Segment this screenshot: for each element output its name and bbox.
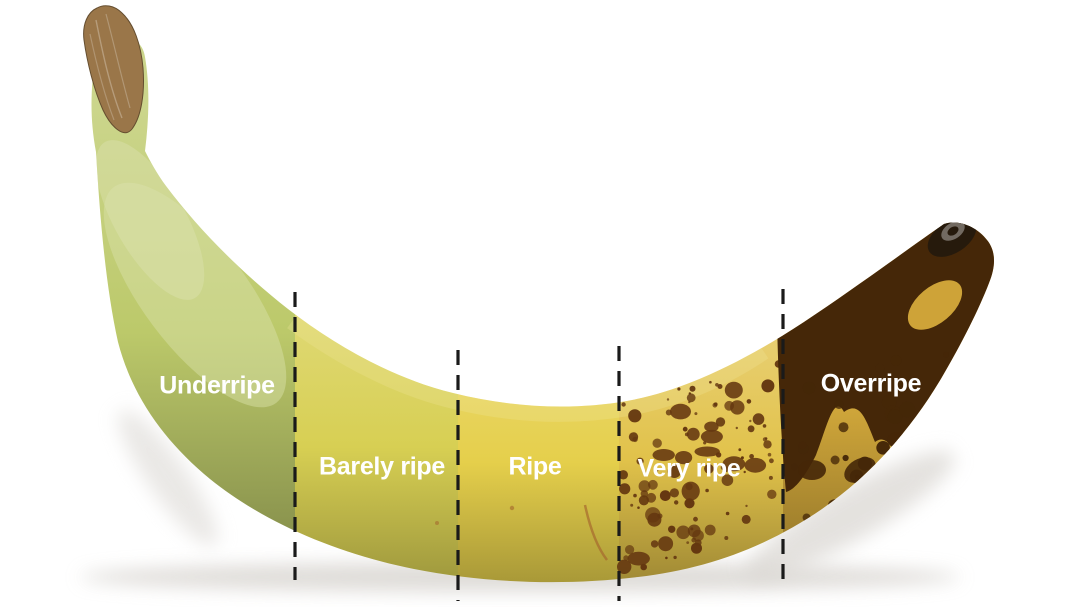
blossom-end <box>927 217 977 257</box>
stage-label-ripe: Ripe <box>508 452 562 481</box>
stage-segment-veryripe <box>619 36 783 583</box>
stage-label-barelyripe: Barely ripe <box>319 452 445 481</box>
stem-dried-tip <box>83 5 144 134</box>
very-ripe-spots <box>617 360 783 574</box>
stage-segment-ripe <box>458 36 619 583</box>
stage-label-veryripe: Very ripe <box>637 454 741 483</box>
stage-label-underripe: Underripe <box>159 371 275 400</box>
stage-segment-barelyripe <box>295 36 458 583</box>
stage-label-overripe: Overripe <box>820 369 922 398</box>
